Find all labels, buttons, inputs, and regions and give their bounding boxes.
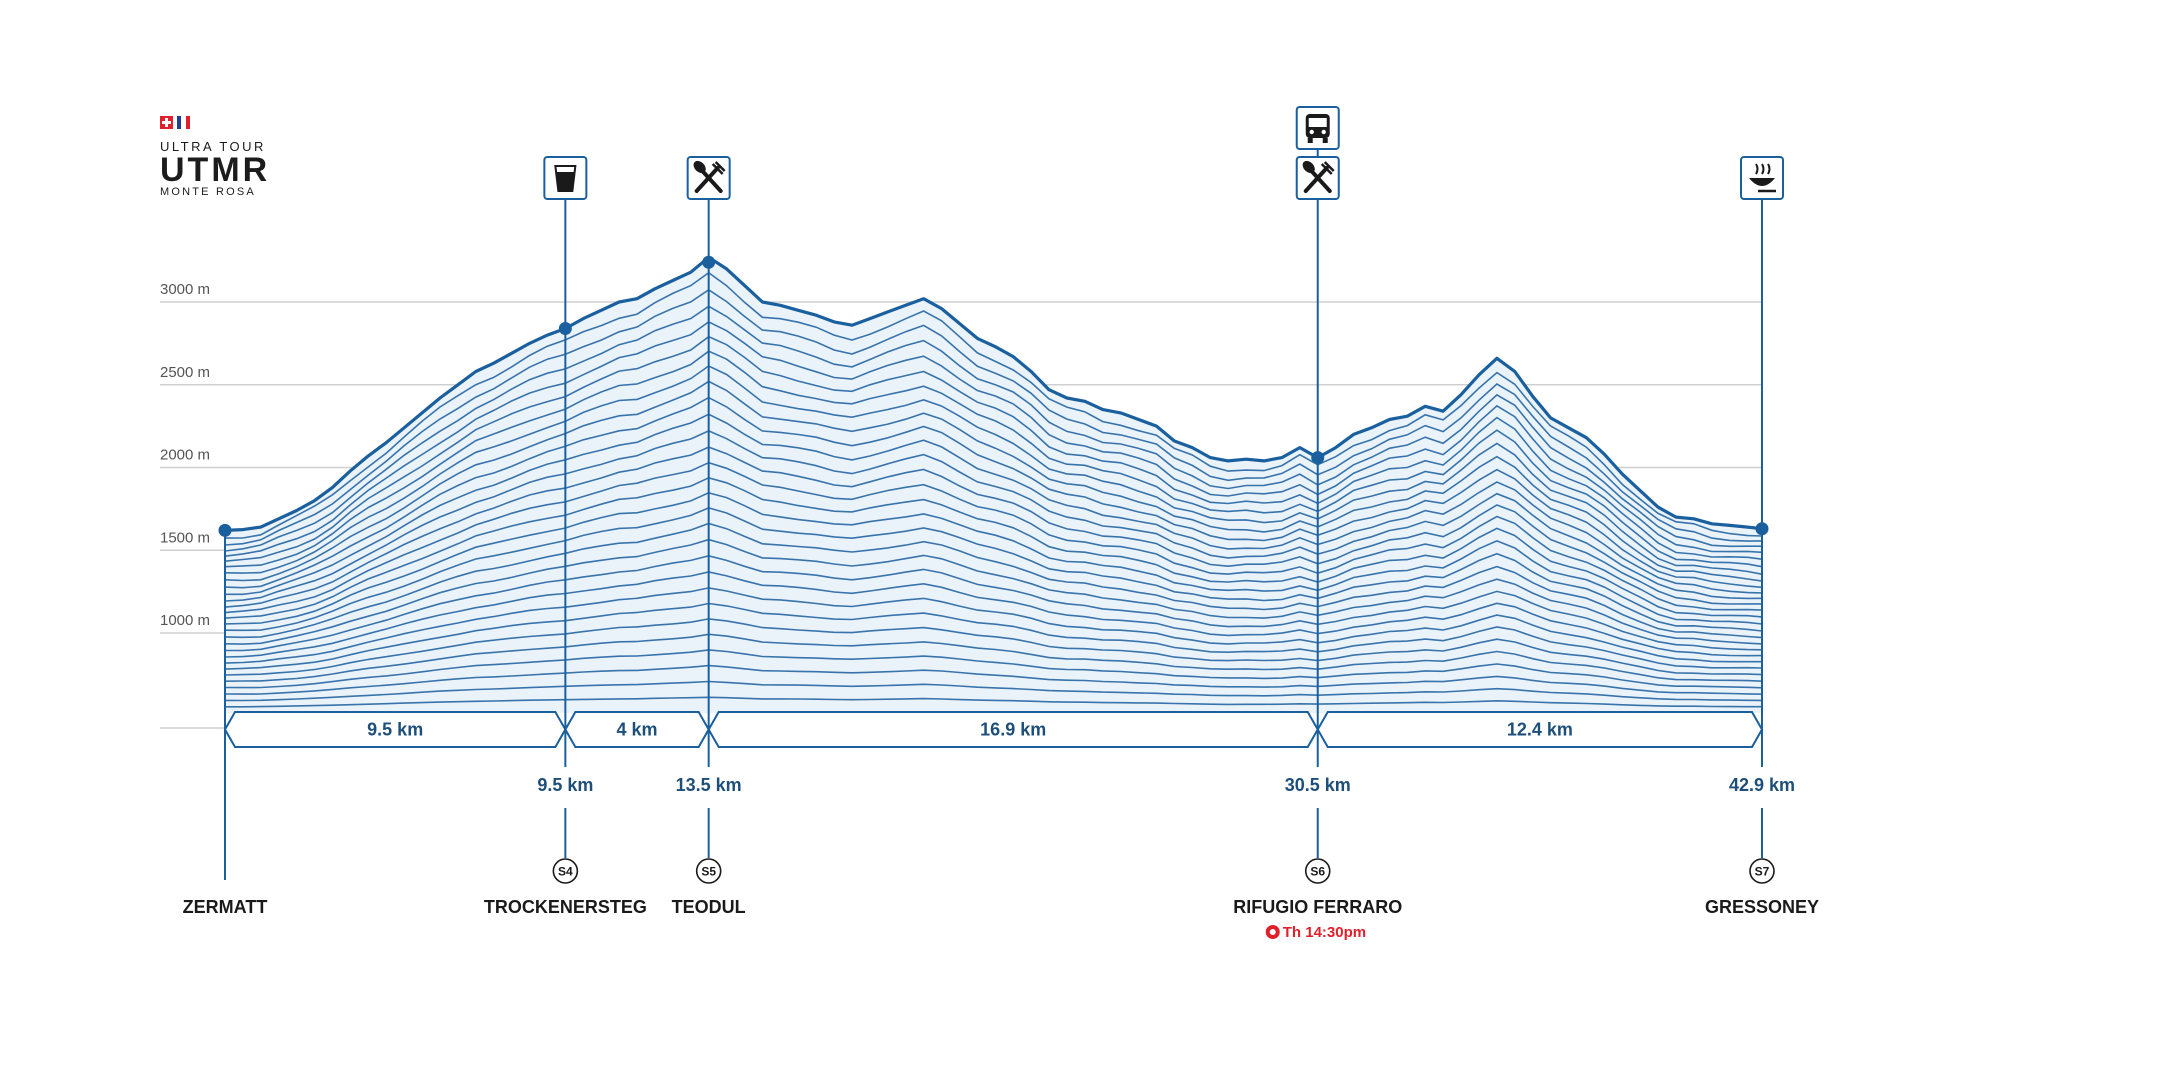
relief-line — [224, 365, 1763, 575]
relief-line — [224, 587, 1762, 664]
relief-line — [224, 618, 1763, 676]
segment-bands: 9.5 km 4 km 16.9 km 12.4 km — [223, 711, 1764, 748]
relief-line — [224, 335, 1763, 562]
station-marker: 42.9 km S7 GRESSONEY — [1705, 156, 1819, 917]
y-tick-label: 1000 m — [160, 612, 210, 629]
relief-line — [224, 602, 1763, 670]
bus-wheel — [1322, 138, 1328, 143]
french-flag-icon — [177, 116, 190, 129]
station-code-badge — [1749, 858, 1775, 884]
elevation-dot — [1755, 522, 1769, 536]
station-km-label: 9.5 km — [537, 775, 593, 795]
relief-line — [224, 538, 1763, 645]
bus-window — [1308, 118, 1327, 127]
relief-line — [224, 380, 1763, 582]
hot-meal-icon — [1740, 156, 1784, 200]
logo-top-text: ULTRA TOUR — [160, 139, 266, 154]
segment-distance-label: 9.5 km — [367, 720, 423, 740]
fork-handle — [1303, 166, 1329, 193]
station-code: S6 — [1310, 865, 1325, 879]
relief-line — [224, 320, 1763, 557]
fork-knife-icon — [686, 156, 731, 200]
station-code-badge — [552, 858, 579, 884]
station-name: TROCKENERSTEG — [484, 897, 647, 917]
station-code: S7 — [1755, 865, 1770, 879]
utmr-logo: ULTRA TOUR UTMR MONTE ROSA — [160, 116, 310, 198]
profile-area — [225, 257, 1762, 713]
relief-line — [224, 507, 1763, 632]
y-tick-label: 3000 m — [160, 281, 210, 298]
station-name: RIFUGIO FERRARO — [1233, 897, 1402, 917]
relief-line — [224, 522, 1763, 639]
logo-bottom-text: MONTE ROSA — [160, 186, 256, 198]
stations: ZERMATT 9.5 km S4 TROCKENERSTEG 13.5 km S5 TEO… — [183, 106, 1819, 941]
station-code-badge — [695, 858, 722, 884]
bus-light — [1309, 129, 1314, 135]
station-code-badge — [1304, 858, 1331, 884]
fork-tines — [711, 161, 726, 175]
relief-line — [225, 696, 1762, 708]
relief-line — [224, 271, 1763, 539]
station-name: ZERMATT — [183, 897, 268, 917]
station-marker: 9.5 km S4 TROCKENERSTEG — [484, 156, 647, 917]
segment-distance-label: 4 km — [617, 720, 658, 740]
station-km-label: 30.5 km — [1285, 775, 1351, 795]
station-code: S4 — [558, 865, 573, 879]
segment-distance-label: 16.9 km — [980, 720, 1046, 740]
relief-line — [224, 461, 1763, 614]
relief-line — [225, 554, 1763, 652]
relief-line — [224, 664, 1763, 695]
elevation-dot — [558, 321, 572, 335]
relief-line — [224, 476, 1763, 619]
relief-line — [224, 491, 1763, 625]
fork-tines — [1320, 161, 1335, 175]
glass-water — [556, 172, 575, 191]
clock-face — [1269, 929, 1276, 935]
elevation-dot — [218, 523, 232, 537]
cutoff-time: Th 14:30pm — [1283, 924, 1366, 941]
relief-lines — [224, 271, 1763, 708]
relief-line — [224, 305, 1762, 552]
station-marker: 13.5 km S5 TEODUL — [672, 156, 746, 917]
relief-line — [224, 633, 1763, 682]
y-tick-label: 2500 m — [160, 364, 210, 381]
station-marker: ZERMATT — [183, 523, 268, 917]
y-tick-label: 2000 m — [160, 447, 210, 464]
logo-main-text: UTMR — [160, 151, 271, 189]
bus-icon — [1295, 106, 1340, 150]
profile-line — [224, 255, 1763, 532]
relief-line — [224, 649, 1763, 689]
station-name: GRESSONEY — [1705, 897, 1819, 917]
elevation-dot — [1311, 451, 1325, 465]
fork-knife-icon — [1295, 156, 1340, 200]
bus-light — [1321, 129, 1326, 135]
relief-line — [224, 446, 1762, 608]
relief-line — [224, 288, 1763, 546]
bus-wheel — [1307, 138, 1313, 143]
station-name: TEODUL — [672, 897, 746, 917]
steam — [1755, 163, 1771, 175]
relief-line — [224, 396, 1763, 589]
flags — [160, 116, 310, 129]
spoon-bowl — [693, 160, 706, 174]
elevation-dot — [702, 255, 716, 269]
relief-line — [224, 571, 1763, 658]
station-km-label: 42.9 km — [1729, 775, 1795, 795]
station-marker: 30.5 km S6 RIFUGIO FERRARO Th 14:30pm — [1233, 106, 1402, 941]
relief-line — [224, 350, 1763, 568]
fork-handle — [694, 166, 720, 193]
station-km-label: 13.5 km — [676, 775, 742, 795]
segment-distance-label: 12.4 km — [1507, 720, 1573, 740]
water-icon — [543, 156, 588, 200]
bowl — [1749, 178, 1775, 186]
relief-line — [224, 430, 1763, 602]
y-tick-label: 1500 m — [160, 529, 210, 546]
spoon-bowl — [1302, 160, 1315, 174]
relief-line — [224, 680, 1763, 702]
station-code: S5 — [701, 865, 716, 879]
relief-line — [225, 413, 1763, 596]
swiss-flag-icon — [160, 116, 173, 129]
